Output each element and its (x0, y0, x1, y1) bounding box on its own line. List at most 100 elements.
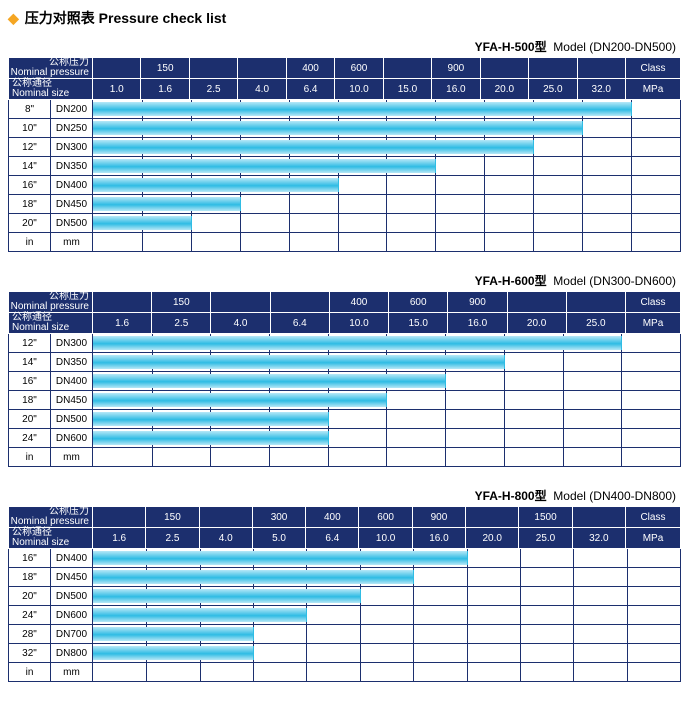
class-header-cell: 150 (146, 507, 199, 528)
size-in: 32" (9, 644, 51, 663)
size-mm: DN400 (51, 372, 93, 391)
pressure-bar (93, 178, 339, 192)
pressure-table: 公称压力Nominal pressure150400600900Class公称通… (8, 291, 681, 467)
bar-cell (93, 372, 681, 391)
size-in: 16" (9, 176, 51, 195)
bar-cell (93, 334, 681, 353)
bar-cell (93, 568, 681, 587)
class-header-cell: 900 (432, 58, 480, 79)
mpa-header-cell: 10.0 (335, 79, 383, 100)
bar-cell (93, 176, 681, 195)
size-mm: DN800 (51, 644, 93, 663)
page-title: ◆ 压力对照表 Pressure check list (8, 8, 680, 28)
class-header-cell: 150 (141, 58, 189, 79)
class-header-cell: 400 (329, 292, 388, 313)
class-header-cell (93, 58, 141, 79)
pressure-table: 公称压力Nominal pressure1503004006009001500C… (8, 506, 681, 682)
class-header-cell (566, 292, 625, 313)
size-mm: DN450 (51, 391, 93, 410)
mpa-header-cell: 5.0 (252, 528, 305, 549)
bar-cell (93, 100, 681, 119)
unit-in: in (9, 448, 51, 467)
pressure-bar (93, 608, 307, 622)
size-in: 24" (9, 606, 51, 625)
unit-mm: mm (51, 663, 93, 682)
size-mm: DN500 (51, 410, 93, 429)
mpa-header-cell: 4.0 (238, 79, 286, 100)
class-header-cell (238, 58, 286, 79)
pressure-bar (93, 197, 241, 211)
pressure-bar (93, 374, 446, 388)
bar-cell (93, 625, 681, 644)
size-mm: DN250 (51, 119, 93, 138)
mpa-label: MPa (625, 528, 680, 549)
bar-cell (93, 195, 681, 214)
table-row: 20"DN500 (9, 587, 681, 606)
header-nominal-size: 公称通径Nominal size (9, 528, 93, 549)
mpa-header-cell: 6.4 (306, 528, 359, 549)
size-in: 12" (9, 138, 51, 157)
bar-cell (93, 644, 681, 663)
chart-2: YFA-H-800型 Model (DN400-DN800) 公称压力Nomina… (8, 487, 680, 682)
class-header-cell (270, 292, 329, 313)
mpa-label: MPa (625, 313, 680, 334)
bar-cell (93, 410, 681, 429)
mpa-header-cell: 1.6 (141, 79, 189, 100)
mpa-header-cell: 20.0 (466, 528, 519, 549)
mpa-header-cell: 4.0 (199, 528, 252, 549)
mpa-header-cell: 16.0 (412, 528, 465, 549)
pressure-bar (93, 355, 505, 369)
class-header-cell (189, 58, 237, 79)
size-mm: DN450 (51, 195, 93, 214)
table-row: 16"DN400 (9, 372, 681, 391)
class-header-cell: 150 (152, 292, 211, 313)
table-row: 14"DN350 (9, 157, 681, 176)
table-row: 18"DN450 (9, 568, 681, 587)
mpa-header-cell: 25.0 (519, 528, 572, 549)
class-header-cell (577, 58, 625, 79)
pressure-bar (93, 431, 329, 445)
mpa-header-cell: 15.0 (383, 79, 431, 100)
header-nominal-pressure: 公称压力Nominal pressure (9, 292, 93, 313)
bar-cell (93, 214, 681, 233)
size-in: 16" (9, 549, 51, 568)
table-row: 18"DN450 (9, 391, 681, 410)
unit-mm: mm (51, 233, 93, 252)
size-mm: DN300 (51, 334, 93, 353)
pressure-bar (93, 159, 436, 173)
mpa-header-cell: 10.0 (359, 528, 412, 549)
header-nominal-pressure: 公称压力Nominal pressure (9, 507, 93, 528)
pressure-bar (93, 412, 329, 426)
title-cn: 压力对照表 (25, 8, 95, 28)
mpa-header-cell: 2.5 (189, 79, 237, 100)
class-header-cell (93, 292, 152, 313)
title-en: Pressure check list (99, 10, 227, 26)
pressure-bar (93, 627, 254, 641)
unit-mm: mm (51, 448, 93, 467)
class-header-cell: 600 (335, 58, 383, 79)
pressure-bar (93, 336, 622, 350)
mpa-header-cell: 1.0 (93, 79, 141, 100)
table-row: 16"DN400 (9, 176, 681, 195)
pressure-bar (93, 216, 192, 230)
table-row: 16"DN400 (9, 549, 681, 568)
mpa-header-cell: 32.0 (572, 528, 625, 549)
class-header-cell: 900 (412, 507, 465, 528)
chart-model-line: YFA-H-800型 Model (DN400-DN800) (8, 487, 680, 504)
pressure-bar (93, 140, 534, 154)
mpa-header-cell: 2.5 (146, 528, 199, 549)
pressure-bar (93, 646, 254, 660)
class-label: Class (625, 507, 680, 528)
unit-in: in (9, 663, 51, 682)
bar-cell (93, 549, 681, 568)
class-header-cell: 600 (389, 292, 448, 313)
size-mm: DN400 (51, 549, 93, 568)
size-in: 18" (9, 391, 51, 410)
class-header-cell (211, 292, 270, 313)
table-row: 20"DN500 (9, 410, 681, 429)
size-in: 28" (9, 625, 51, 644)
pressure-bar (93, 102, 632, 116)
table-row: 24"DN600 (9, 606, 681, 625)
pressure-bar (93, 121, 583, 135)
bar-cell (93, 606, 681, 625)
